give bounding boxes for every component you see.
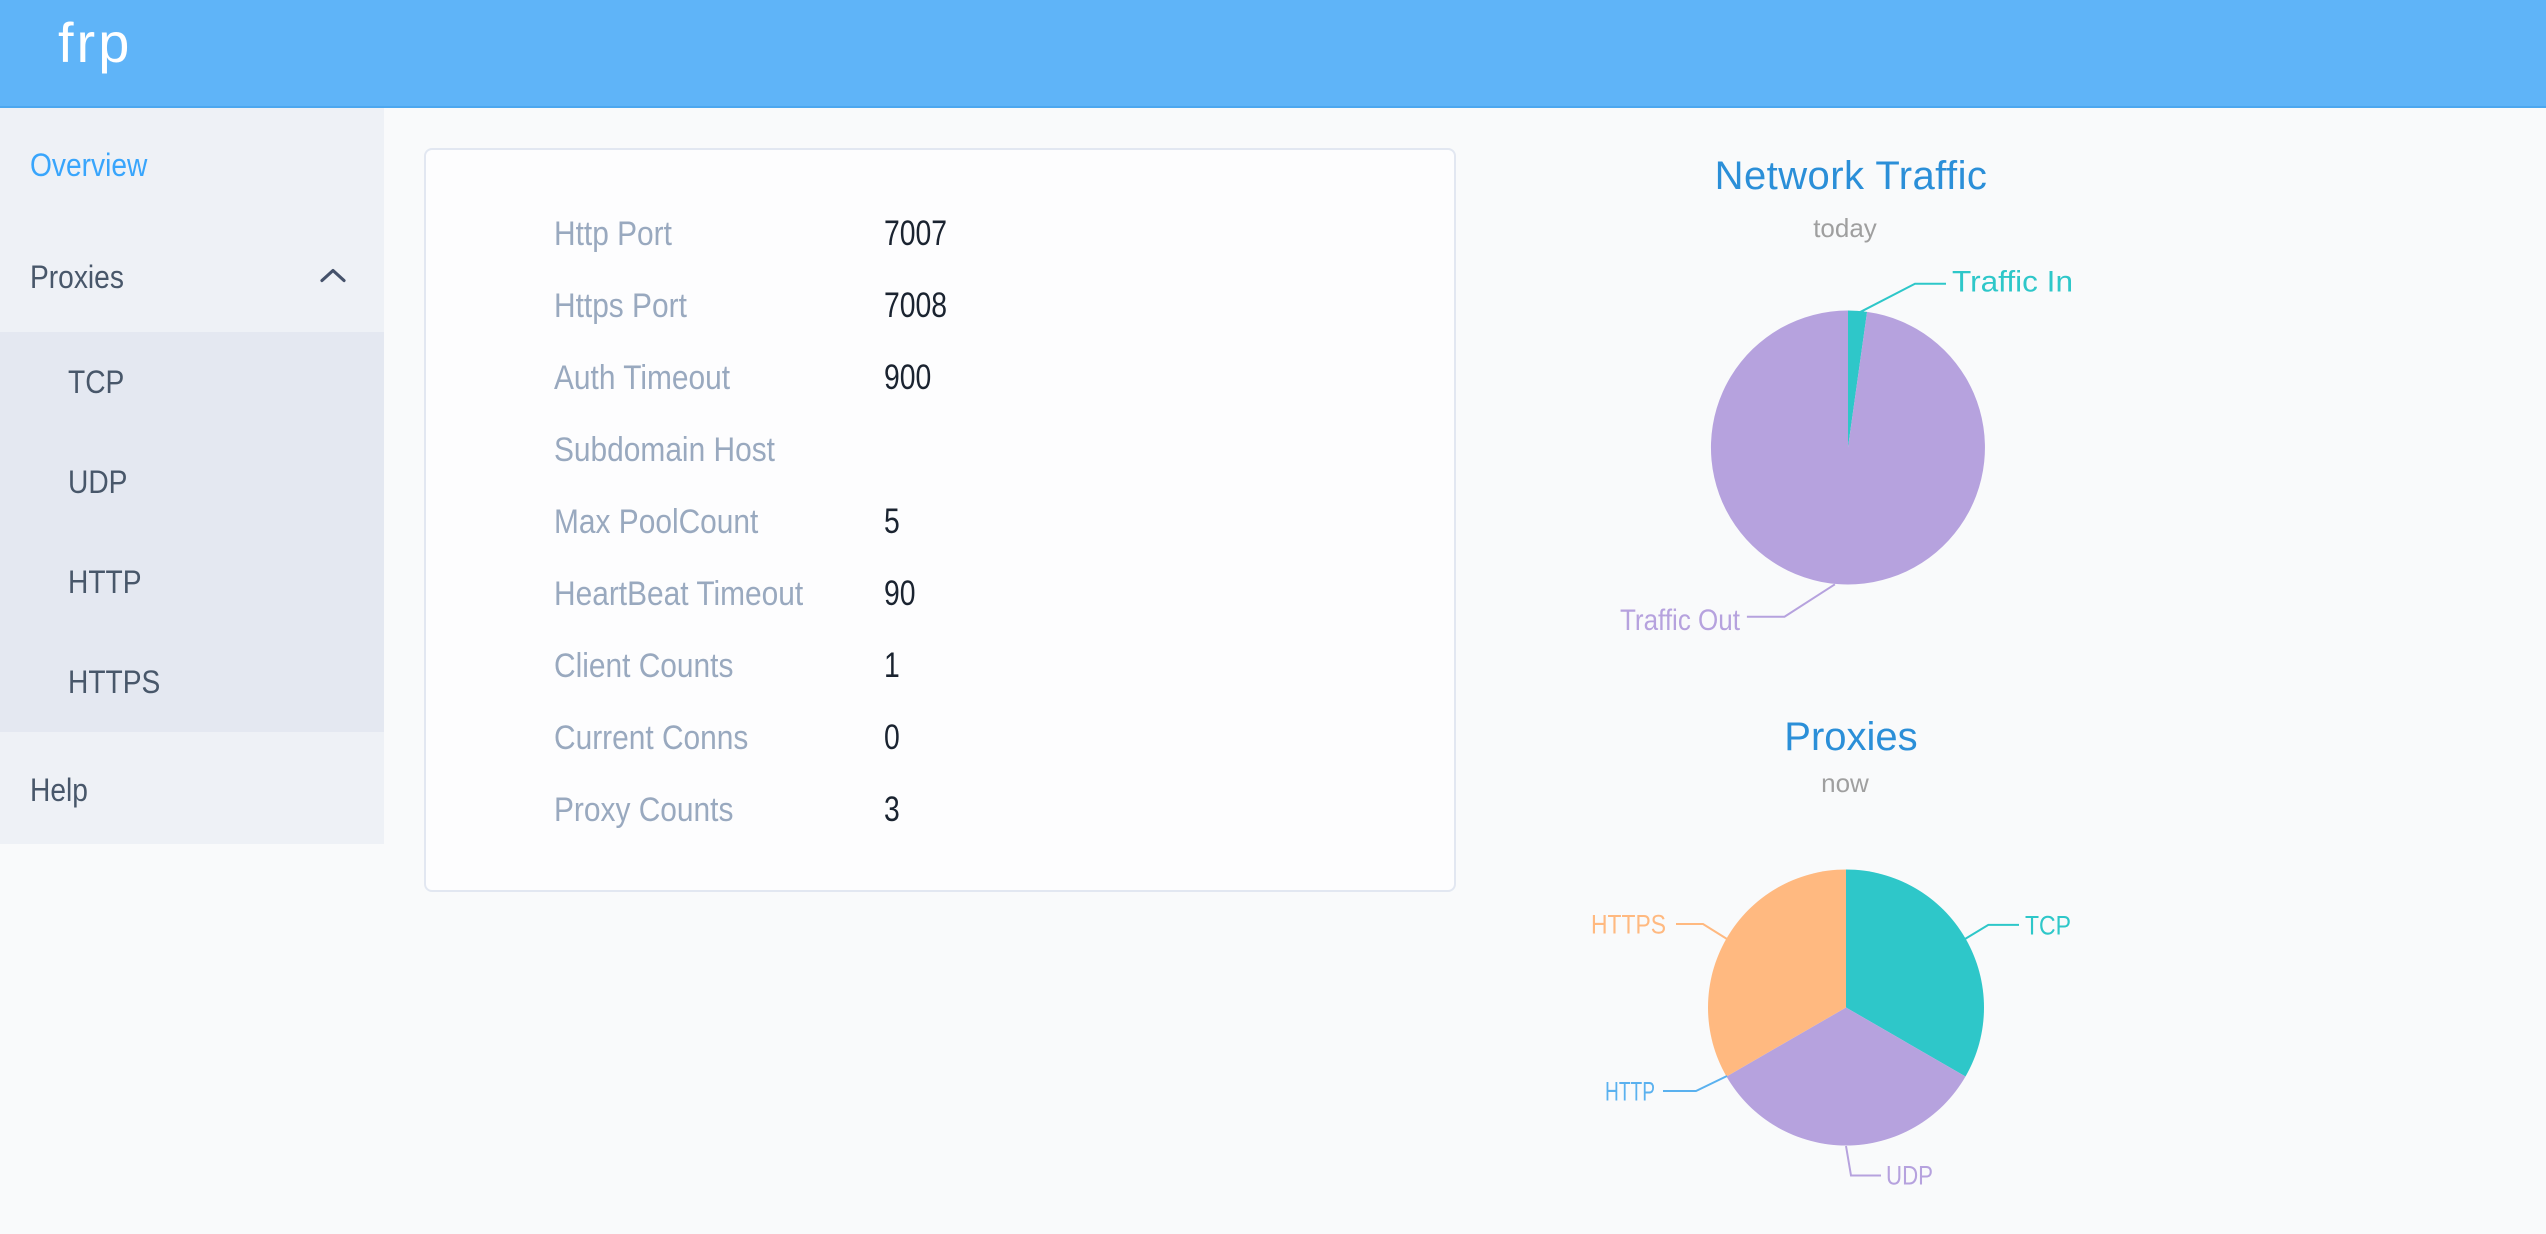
svg-text:Proxies: Proxies bbox=[1784, 715, 1917, 759]
svg-text:TCP: TCP bbox=[2025, 910, 2071, 940]
svg-text:now: now bbox=[1821, 768, 1869, 798]
svg-text:HTTPS: HTTPS bbox=[1591, 910, 1666, 940]
svg-text:today: today bbox=[1813, 213, 1877, 243]
svg-text:Traffic Out: Traffic Out bbox=[1620, 604, 1741, 637]
svg-text:HTTP: HTTP bbox=[1605, 1077, 1655, 1107]
svg-text:Network Traffic: Network Traffic bbox=[1715, 154, 1988, 198]
svg-text:UDP: UDP bbox=[1886, 1161, 1933, 1191]
svg-text:Traffic In: Traffic In bbox=[1952, 265, 2073, 298]
